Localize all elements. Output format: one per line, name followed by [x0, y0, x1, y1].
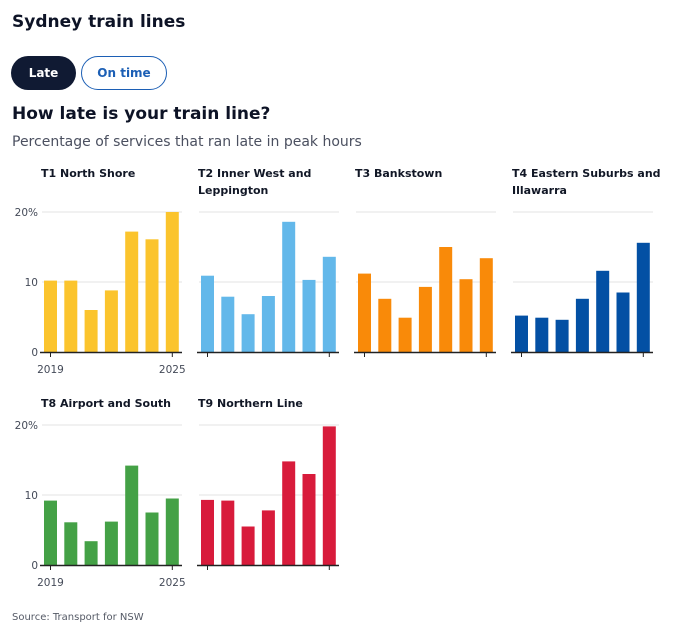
bar: [241, 526, 255, 565]
bar: [125, 465, 139, 565]
y-tick-label: 0: [31, 560, 38, 572]
bar: [358, 273, 371, 352]
bar: [221, 500, 235, 565]
bar: [241, 314, 255, 352]
bar: [515, 315, 528, 352]
bar: [459, 279, 473, 352]
bar: [302, 279, 316, 352]
bar: [261, 510, 275, 565]
chart-subtitle: Percentage of services that ran late in …: [12, 134, 362, 150]
bar: [165, 498, 179, 565]
bar: [439, 247, 453, 352]
bar: [165, 212, 179, 352]
page-title: Sydney train lines: [12, 12, 186, 32]
bar: [616, 292, 630, 352]
x-tick-label: 2019: [37, 577, 64, 589]
bar: [418, 286, 432, 352]
chart-panel: T1 North Shore 20% 10 0 2019 2025: [15, 167, 186, 376]
y-tick-label: 0: [31, 347, 38, 359]
bar: [636, 242, 650, 352]
bar: [322, 256, 336, 352]
bar: [84, 541, 98, 565]
bar: [555, 319, 569, 352]
bar: [378, 298, 392, 352]
chart-panel: T3 Bankstown: [354, 167, 496, 357]
bar: [84, 310, 98, 352]
bar: [201, 499, 214, 565]
bar: [398, 317, 412, 352]
bar: [44, 280, 57, 352]
on-time-toggle-button[interactable]: On time: [81, 56, 167, 90]
bar: [322, 426, 336, 565]
x-tick-label: 2025: [159, 577, 186, 589]
panel-title: T3 Bankstown: [355, 167, 442, 180]
bar: [221, 296, 235, 352]
x-tick-label: 2025: [159, 364, 186, 376]
bar: [145, 239, 159, 352]
chart-heading: How late is your train line?: [12, 104, 271, 124]
bar: [145, 512, 159, 565]
y-tick-label: 20%: [15, 207, 38, 219]
bar: [64, 522, 78, 565]
panel-title: T8 Airport and South: [41, 397, 171, 410]
y-tick-label: 10: [25, 277, 38, 289]
bar: [575, 298, 589, 352]
chart-panel: T2 Inner West and Leppington: [197, 167, 339, 357]
panel-title: T1 North Shore: [41, 167, 135, 180]
panel-title: Leppington: [198, 184, 268, 197]
bar: [282, 461, 296, 565]
chart-panel: T9 Northern Line: [197, 397, 339, 570]
y-tick-label: 20%: [15, 420, 38, 432]
bar: [535, 317, 549, 352]
bar: [104, 290, 118, 352]
bar: [64, 280, 78, 352]
bar: [125, 231, 139, 352]
bar: [282, 221, 296, 352]
bar: [44, 500, 57, 565]
x-tick-label: 2019: [37, 364, 64, 376]
bar: [261, 296, 275, 352]
panel-title: Illawarra: [512, 184, 567, 197]
y-tick-label: 10: [25, 490, 38, 502]
bar: [479, 258, 493, 352]
bar: [596, 270, 610, 352]
bar: [302, 474, 316, 565]
panel-title: T2 Inner West and: [198, 167, 311, 180]
bar: [104, 521, 118, 565]
bar: [201, 275, 214, 352]
chart-panel: T4 Eastern Suburbs and Illawarra: [511, 167, 661, 357]
source-note: Source: Transport for NSW: [12, 612, 144, 623]
panel-title: T4 Eastern Suburbs and: [512, 167, 661, 180]
panel-title: T9 Northern Line: [198, 397, 303, 410]
late-toggle-button[interactable]: Late: [11, 56, 76, 90]
